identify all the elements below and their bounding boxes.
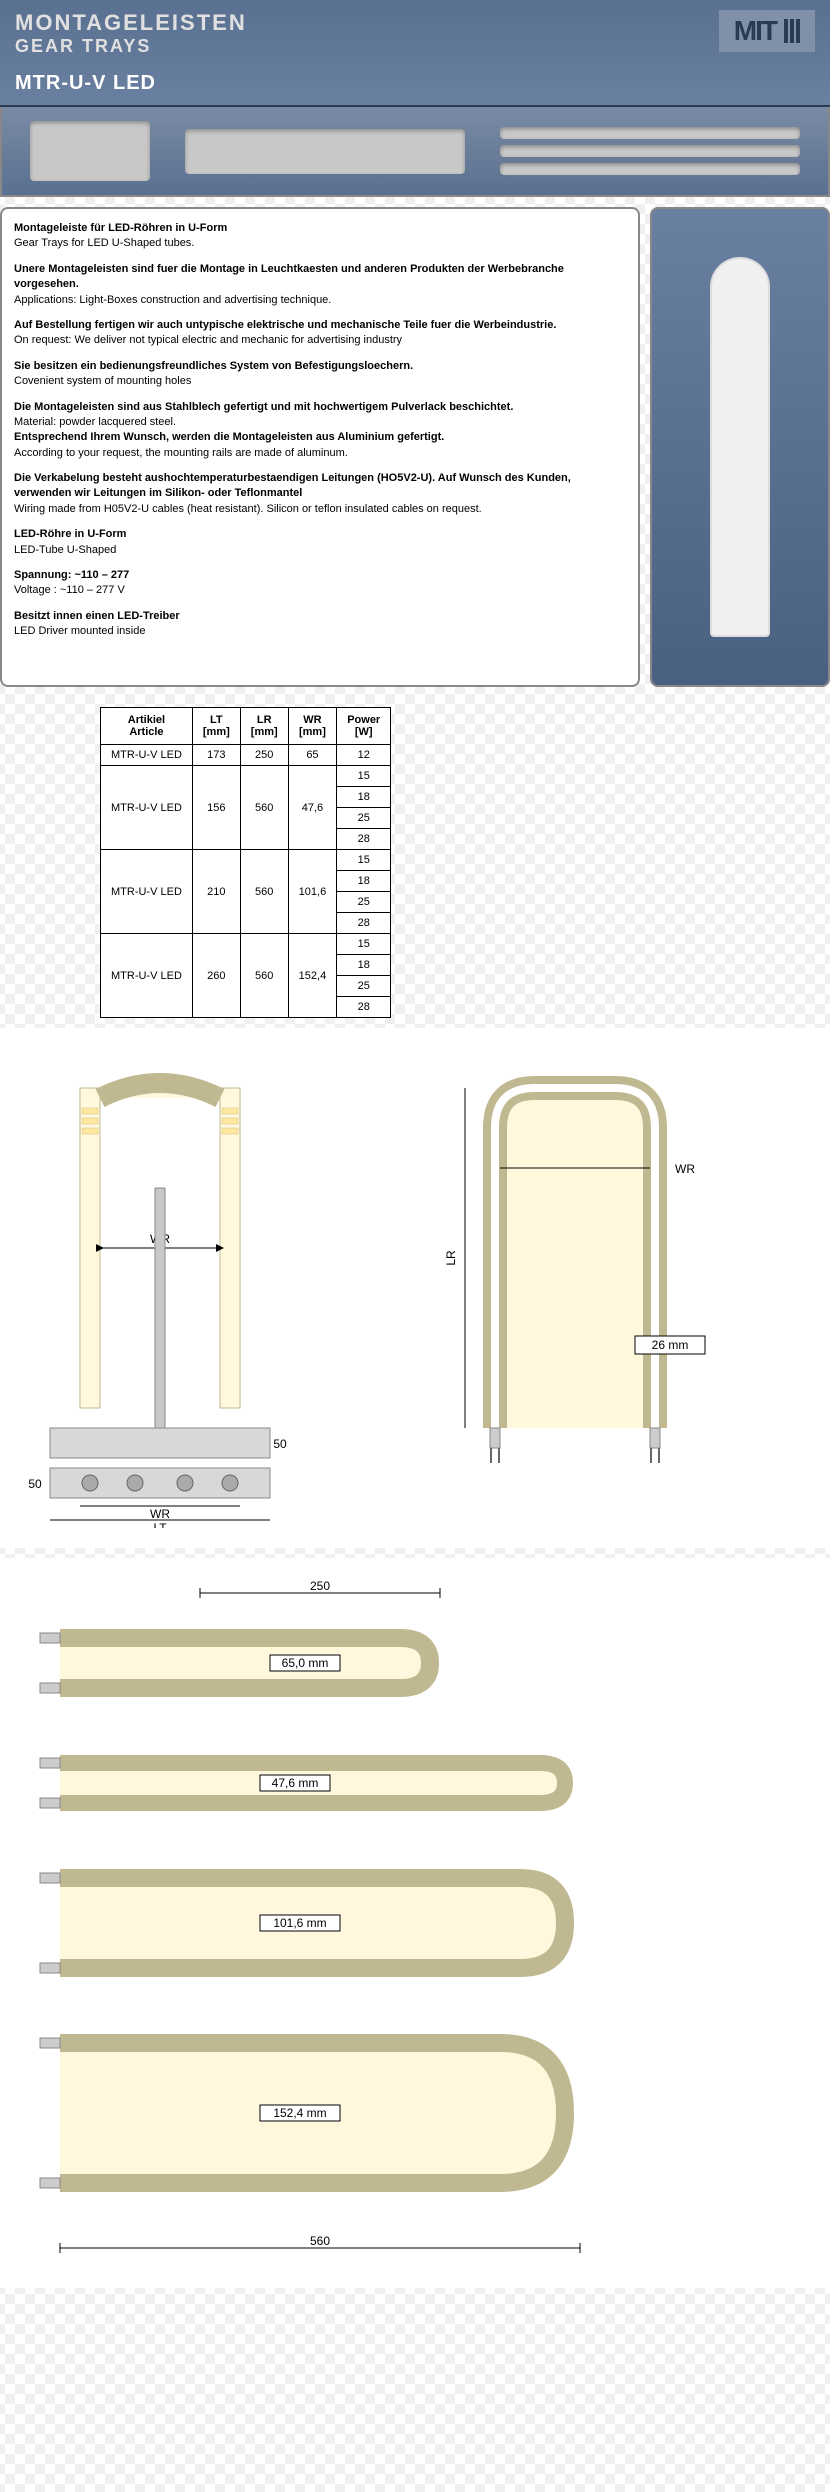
- svg-text:101,6 mm: 101,6 mm: [273, 1916, 326, 1930]
- desc-p1-de: Unere Montageleisten sind fuer die Monta…: [14, 262, 626, 293]
- description-box: Montageleiste für LED-Röhren in U-Form G…: [0, 207, 640, 687]
- svg-text:65,0 mm: 65,0 mm: [282, 1656, 329, 1670]
- dim-560: 560: [20, 2233, 620, 2263]
- desc-p5-de: Entsprechend Ihrem Wunsch, werden die Mo…: [14, 430, 626, 445]
- variant-65: 65,0 mm: [20, 1613, 810, 1718]
- table-row: MTR-U-V LED260560152,415: [101, 934, 391, 955]
- th-power: Power [W]: [337, 708, 391, 745]
- desc-p9-de: Besitzt innen einen LED-Treiber: [14, 609, 626, 624]
- variant-section: 250 65,0 mm 47,6 mm 101,6 mm: [0, 1558, 830, 2288]
- svg-text:152,4 mm: 152,4 mm: [273, 2106, 326, 2120]
- desc-p2-de: Auf Bestellung fertigen wir auch untypis…: [14, 318, 626, 333]
- svg-text:47,6 mm: 47,6 mm: [272, 1776, 319, 1790]
- diagram-section: WR 50 50 WR LT: [0, 1028, 830, 1548]
- th-article: Artikiel Article: [101, 708, 193, 745]
- table-row: MTR-U-V LED1732506512: [101, 745, 391, 766]
- desc-title-en: Gear Trays for LED U-Shaped tubes.: [14, 237, 194, 249]
- svg-text:WR: WR: [675, 1162, 695, 1176]
- desc-p1-en: Applications: Light-Boxes construction a…: [14, 294, 331, 306]
- desc-p2-en: On request: We deliver not typical elect…: [14, 334, 402, 346]
- th-lr: LR [mm]: [240, 708, 288, 745]
- desc-p4-de: Die Montageleisten sind aus Stahlblech g…: [14, 400, 626, 415]
- desc-title-de: Montageleiste für LED-Röhren in U-Form: [14, 221, 626, 236]
- desc-p8-en: Voltage : ~110 – 277 V: [14, 584, 125, 596]
- product-image-band: [0, 107, 830, 197]
- header-title: MONTAGELEISTEN: [15, 10, 247, 36]
- diagram-side: WR LR 26 mm: [435, 1048, 735, 1528]
- diagram-front: WR 50 50 WR LT: [20, 1048, 300, 1528]
- table-row: MTR-U-V LED210560101,615: [101, 850, 391, 871]
- desc-p7-de: LED-Röhre in U-Form: [14, 527, 626, 542]
- variant-152: 152,4 mm: [20, 2018, 810, 2213]
- brand-logo: MIT: [719, 10, 815, 52]
- svg-text:LT: LT: [153, 1521, 167, 1528]
- variant-47: 47,6 mm: [20, 1738, 810, 1833]
- header-subtitle: GEAR TRAYS: [15, 36, 247, 57]
- led-cells-icon: [82, 1108, 238, 1134]
- desc-p3-en: Covenient system of mounting holes: [14, 375, 191, 387]
- desc-p7-en: LED-Tube U-Shaped: [14, 544, 116, 556]
- svg-text:50: 50: [273, 1437, 287, 1451]
- desc-p6-en: Wiring made from H05V2-U cables (heat re…: [14, 503, 482, 515]
- header-model: MTR-U-V LED: [15, 72, 247, 95]
- desc-p9-en: LED Driver mounted inside: [14, 625, 145, 637]
- desc-p4-en: Material: powder lacquered steel.: [14, 416, 176, 428]
- desc-p3-de: Sie besitzen ein bedienungsfreundliches …: [14, 359, 626, 374]
- variant-101: 101,6 mm: [20, 1853, 810, 1998]
- table-row: MTR-U-V LED15656047,615: [101, 766, 391, 787]
- svg-text:50: 50: [28, 1477, 42, 1491]
- svg-text:LR: LR: [444, 1250, 458, 1266]
- svg-text:WR: WR: [150, 1507, 170, 1521]
- spec-table: Artikiel Article LT [mm] LR [mm] WR [mm]…: [100, 707, 391, 1018]
- svg-text:250: 250: [310, 1579, 330, 1593]
- main-content: Montageleiste für LED-Röhren in U-Form G…: [0, 197, 830, 697]
- svg-text:560: 560: [310, 2234, 330, 2248]
- dim-250: 250: [20, 1578, 620, 1608]
- desc-p6-de: Die Verkabelung besteht aushochtemperatu…: [14, 471, 626, 502]
- logo-text: MIT: [734, 15, 776, 47]
- desc-p5-en: According to your request, the mounting …: [14, 447, 348, 459]
- logo-bars-icon: [784, 19, 800, 43]
- desc-p8-de: Spannung: ~110 – 277: [14, 568, 626, 583]
- side-product-image: [650, 207, 830, 687]
- page-header: MONTAGELEISTEN GEAR TRAYS MTR-U-V LED MI…: [0, 0, 830, 107]
- th-wr: WR [mm]: [288, 708, 337, 745]
- svg-text:26 mm: 26 mm: [652, 1338, 689, 1352]
- th-lt: LT [mm]: [192, 708, 240, 745]
